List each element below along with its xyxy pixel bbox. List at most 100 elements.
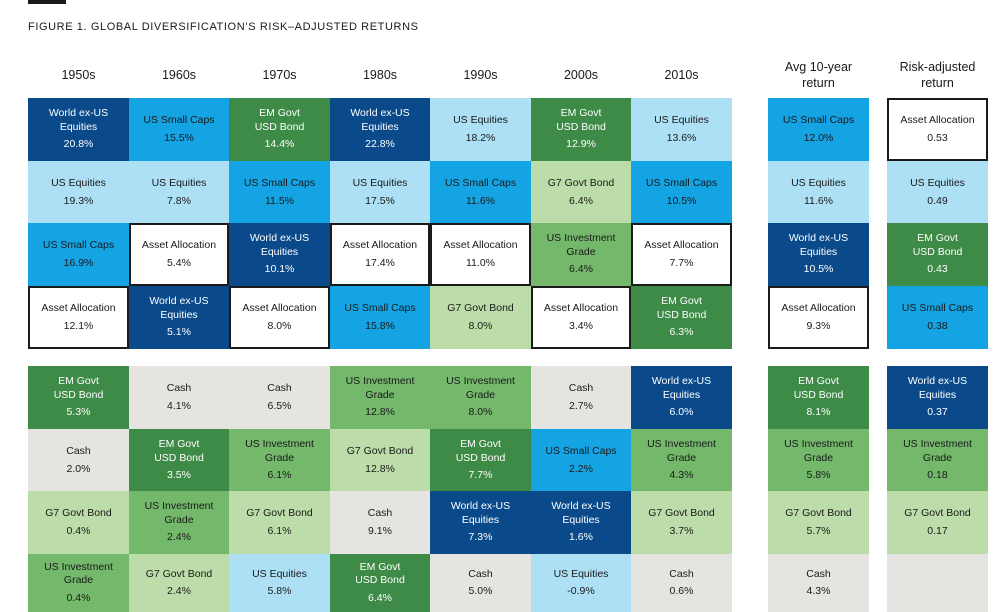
column-header: 1990s [463, 68, 498, 82]
return-value: 0.49 [927, 194, 948, 207]
cell-em-govt-usd-bond: EM Govt USD Bond 0.43 [887, 223, 988, 286]
asset-name: US Small Caps [344, 302, 416, 314]
asset-name: World ex-US Equities [651, 375, 712, 401]
cell-em-govt-usd-bond: EM Govt USD Bond 3.5% [129, 429, 229, 492]
cell-us-small-caps: US Small Caps 16.9% [28, 223, 129, 286]
cell-em-govt-usd-bond: EM Govt USD Bond 12.9% [531, 98, 631, 161]
cell-g7-govt-bond: G7 Govt Bond 8.0% [430, 286, 531, 349]
cell-g7-govt-bond: G7 Govt Bond 12.8% [330, 429, 430, 492]
cell-g7-govt-bond: G7 Govt Bond 0.4% [28, 491, 129, 554]
return-value: 8.0% [267, 319, 292, 332]
return-value: 19.3% [63, 194, 94, 207]
asset-name: US Small Caps [901, 302, 974, 314]
cell-asset-allocation: Asset Allocation 8.0% [229, 286, 330, 349]
cell-cash: Cash 6.5% [229, 366, 330, 429]
asset-name: Asset Allocation [900, 114, 975, 126]
cell-us-equities: US Equities 5.8% [229, 554, 330, 612]
return-value: 15.5% [164, 131, 194, 144]
return-value: 10.5% [666, 194, 697, 207]
asset-name: US Small Caps [444, 177, 517, 189]
asset-name: US Small Caps [42, 239, 115, 251]
asset-name: Cash [166, 382, 192, 394]
return-value: 6.4% [368, 591, 392, 604]
cell-cash [887, 554, 988, 612]
cell-asset-allocation: Asset Allocation 0.53 [887, 98, 988, 161]
cell-world-ex-us-equities: World ex-US Equities 22.8% [330, 98, 430, 161]
asset-name: US Equities [51, 177, 106, 189]
cell-g7-govt-bond: G7 Govt Bond 6.1% [229, 491, 330, 554]
asset-name: EM Govt USD Bond [556, 107, 606, 133]
asset-name: Asset Allocation [242, 302, 317, 314]
return-value: 5.4% [167, 256, 191, 269]
cell-world-ex-us-equities: World ex-US Equities 6.0% [631, 366, 732, 429]
return-value: 5.8% [806, 469, 831, 482]
cell-cash: Cash 4.1% [129, 366, 229, 429]
return-value: 5.0% [468, 585, 493, 597]
asset-name: Asset Allocation [543, 302, 619, 314]
return-value: 4.3% [669, 469, 694, 482]
return-value: 2.4% [167, 531, 191, 544]
return-value: 10.5% [803, 263, 834, 276]
return-value: 1.6% [569, 531, 593, 544]
asset-name: Cash [669, 567, 694, 580]
cell-cash: Cash 5.0% [430, 554, 531, 612]
asset-name: US Equities [654, 114, 709, 126]
return-value: 14.4% [264, 138, 295, 151]
return-value: 18.2% [465, 131, 496, 144]
return-value: 2.2% [569, 462, 593, 475]
asset-name: World ex-US Equities [48, 107, 109, 133]
asset-name: World ex-US Equities [551, 500, 611, 526]
asset-name: US Small Caps [243, 177, 316, 189]
asset-name: G7 Govt Bond [648, 507, 715, 519]
cell-world-ex-us-equities: World ex-US Equities 10.1% [229, 223, 330, 286]
asset-name: EM Govt USD Bond [154, 438, 204, 464]
asset-name: US Equities [453, 114, 508, 126]
return-value: 0.4% [66, 524, 91, 537]
cell-g7-govt-bond: G7 Govt Bond 5.7% [768, 491, 869, 554]
return-value: 6.4% [569, 263, 593, 276]
return-value: 0.17 [927, 524, 948, 537]
return-value: 11.6% [466, 194, 495, 207]
asset-name: EM Govt USD Bond [455, 438, 506, 464]
return-value: 12.1% [63, 319, 94, 332]
column-header: 1960s [161, 68, 197, 82]
asset-name: US Investment Grade [546, 232, 616, 258]
asset-name: World ex-US Equities [149, 295, 209, 321]
asset-name: EM Govt USD Bond [912, 232, 963, 258]
cell-us-small-caps: US Small Caps 0.38 [887, 286, 988, 349]
return-value: 16.9% [63, 256, 94, 269]
cell-g7-govt-bond: G7 Govt Bond 0.17 [887, 491, 988, 554]
asset-name: US Equities [791, 177, 846, 189]
asset-name: US Investment Grade [345, 375, 415, 401]
column-header: 1950s [61, 68, 96, 82]
asset-name: EM Govt USD Bond [656, 295, 707, 321]
return-value: 0.6% [669, 585, 694, 597]
return-value: 8.1% [806, 406, 831, 419]
title-accent-bar [28, 0, 66, 4]
cell-us-small-caps: US Small Caps 11.5% [229, 161, 330, 224]
cell-us-small-caps: US Small Caps 11.6% [430, 161, 531, 224]
cell-world-ex-us-equities: World ex-US Equities 10.5% [768, 223, 869, 286]
asset-name: Cash [568, 382, 594, 394]
return-value: 6.1% [267, 469, 292, 482]
return-value: 5.1% [167, 326, 191, 339]
return-value: 6.0% [669, 406, 694, 419]
return-value: 17.5% [365, 194, 395, 207]
cell-us-small-caps: US Small Caps 15.5% [129, 98, 229, 161]
cell-us-investment-grade: US Investment Grade 0.18 [887, 429, 988, 492]
asset-name: G7 Govt Bond [346, 445, 414, 457]
cell-world-ex-us-equities: World ex-US Equities 1.6% [531, 491, 631, 554]
column-header: 1980s [362, 68, 398, 82]
cell-us-equities: US Equities 18.2% [430, 98, 531, 161]
asset-name: US Investment Grade [903, 438, 972, 464]
asset-name: US Investment Grade [446, 375, 515, 401]
return-value: 6.3% [669, 326, 694, 339]
asset-name: US Equities [151, 177, 207, 189]
asset-name: World ex-US Equities [907, 375, 968, 401]
cell-asset-allocation: Asset Allocation 7.7% [631, 223, 732, 286]
asset-name: Cash [468, 567, 493, 580]
asset-name: G7 Govt Bond [45, 507, 112, 519]
return-value: 11.6% [804, 194, 833, 207]
return-value: 7.7% [468, 469, 493, 482]
cell-g7-govt-bond: G7 Govt Bond 6.4% [531, 161, 631, 224]
